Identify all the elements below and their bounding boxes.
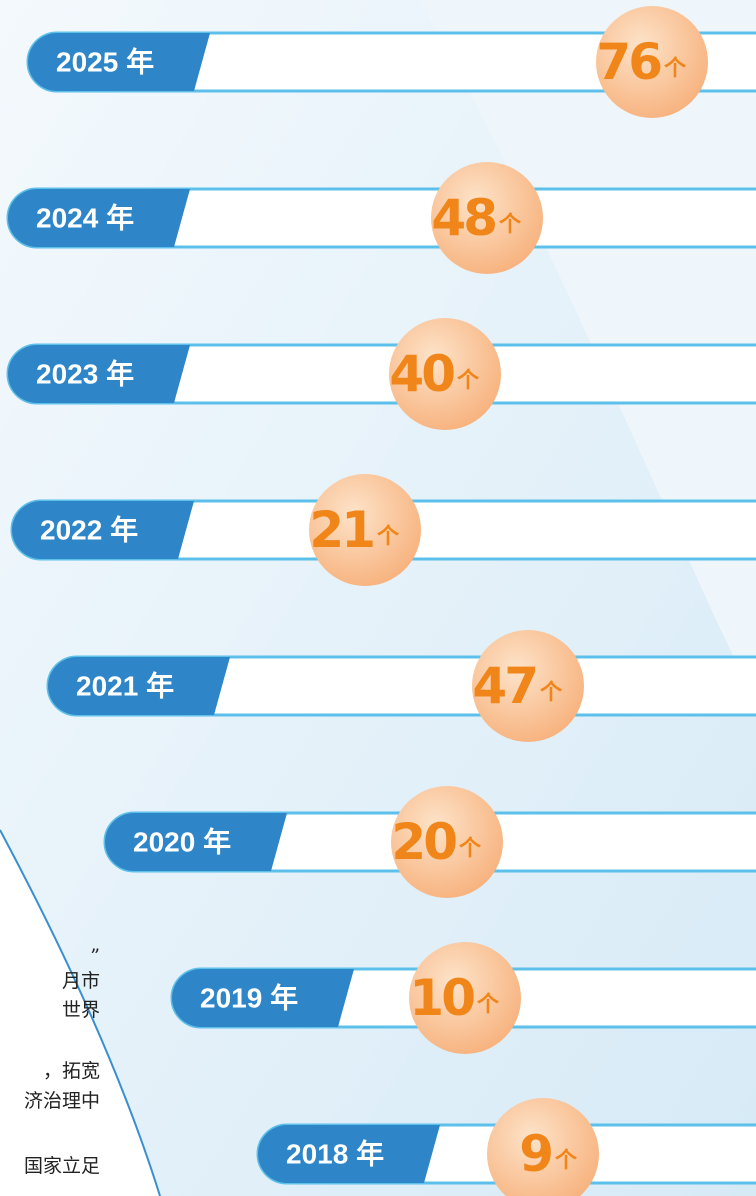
unit: 个 (459, 836, 482, 861)
count: 40 (389, 345, 454, 403)
text-fragment: 济治理中 (24, 1090, 100, 1112)
count: 76 (596, 33, 661, 91)
text-fragment: 国家立足 (24, 1155, 100, 1177)
count: 10 (409, 969, 474, 1027)
year-label: 2021 年 (76, 670, 174, 702)
count: 48 (431, 189, 495, 247)
unit: 个 (555, 1148, 578, 1173)
count: 21 (309, 501, 373, 559)
year-label: 2024 年 (36, 202, 134, 234)
text-fragment: ” (90, 945, 100, 967)
year-label: 2019 年 (200, 982, 298, 1014)
year-label: 2025 年 (56, 46, 154, 78)
unit: 个 (477, 992, 500, 1017)
unit: 个 (499, 212, 522, 237)
text-fragment: 月市 (62, 970, 100, 992)
infographic: ”月市世界，拓宽济治理中国家立足2025 年76个2024 年48个2023 年… (0, 0, 756, 1196)
count: 47 (472, 657, 536, 715)
count: 9 (519, 1125, 551, 1183)
year-label: 2018 年 (286, 1138, 384, 1170)
year-label: 2020 年 (133, 826, 231, 858)
unit: 个 (664, 56, 687, 81)
text-fragment: 世界 (62, 999, 100, 1021)
unit: 个 (457, 368, 480, 393)
year-label: 2023 年 (36, 358, 134, 390)
unit: 个 (377, 524, 400, 549)
count: 20 (391, 813, 456, 871)
year-label: 2022 年 (40, 514, 138, 546)
unit: 个 (540, 680, 563, 705)
text-fragment: ，拓宽 (43, 1060, 100, 1082)
